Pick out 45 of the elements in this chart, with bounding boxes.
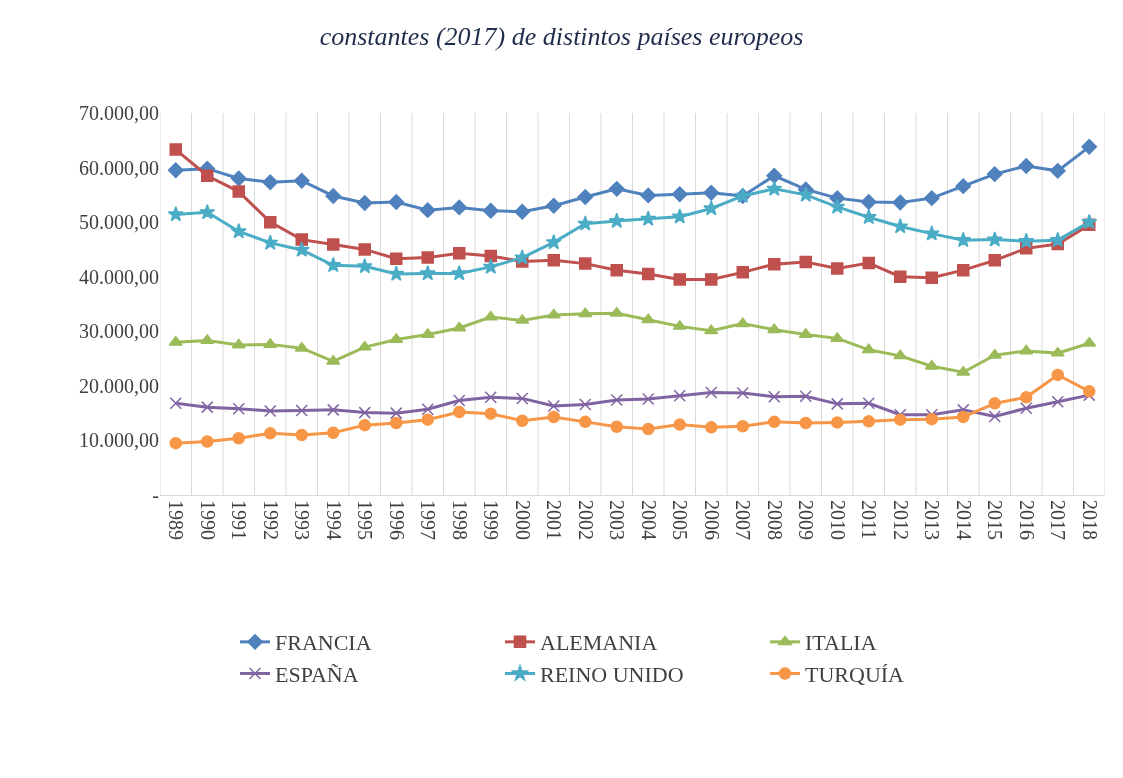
y-tick-label: 30.000,00: [79, 320, 159, 343]
x-tick-label: 1990: [196, 500, 219, 540]
x-tick-label: 2014: [952, 500, 975, 540]
chart-title: constantes (2017) de distintos países europeos: [319, 22, 804, 52]
x-tick-label: 1997: [417, 500, 440, 540]
y-tick-label: 20.000,00: [79, 374, 159, 397]
y-tick-label: 60.000,00: [79, 156, 159, 179]
x-tick-label: 1992: [259, 500, 282, 540]
x-tick-label: 2008: [763, 500, 786, 540]
x-tick-label: 2013: [921, 500, 944, 540]
x-tick-label: 1998: [448, 500, 471, 540]
legend-label: REINO UNIDO: [540, 662, 684, 688]
x-tick-label: 2000: [511, 500, 534, 540]
x-tick-label: 1991: [228, 500, 251, 540]
x-tick-label: 1995: [354, 500, 377, 540]
x-tick-label: 2010: [826, 500, 849, 540]
x-tick-label: 2005: [669, 500, 692, 540]
y-tick-label: 50.000,00: [79, 211, 159, 234]
legend-label: FRANCIA: [275, 630, 372, 656]
x-tick-label: 1994: [322, 500, 345, 540]
x-tick-label: 2016: [1015, 500, 1038, 540]
x-tick-label: 2006: [700, 500, 723, 540]
legend-label: TURQUÍA: [805, 662, 905, 688]
x-tick-label: 2012: [889, 500, 912, 540]
y-tick-label: 70.000,00: [79, 102, 159, 124]
legend-label: ITALIA: [805, 630, 877, 656]
x-tick-label: 1999: [480, 500, 503, 540]
legend-label: ALEMANIA: [540, 630, 658, 656]
x-tick-label: 2009: [795, 500, 818, 540]
x-tick-label: 2004: [637, 500, 660, 540]
x-tick-label: 2003: [606, 500, 629, 540]
x-tick-label: 1993: [291, 500, 314, 540]
x-tick-label: 2002: [574, 500, 597, 540]
y-tick-label: 10.000,00: [79, 429, 159, 452]
x-tick-label: 2015: [984, 500, 1007, 540]
x-tick-label: 2001: [543, 500, 566, 540]
x-tick-label: 2017: [1047, 500, 1070, 540]
x-tick-label: 2011: [858, 500, 881, 540]
x-tick-label: 2018: [1078, 500, 1101, 540]
y-tick-label: 40.000,00: [79, 265, 159, 288]
x-tick-label: 1996: [385, 500, 408, 540]
x-tick-label: 1989: [165, 500, 188, 540]
y-tick-label: -: [152, 484, 159, 506]
x-tick-label: 2007: [732, 500, 755, 540]
legend-label: ESPAÑA: [275, 662, 359, 688]
